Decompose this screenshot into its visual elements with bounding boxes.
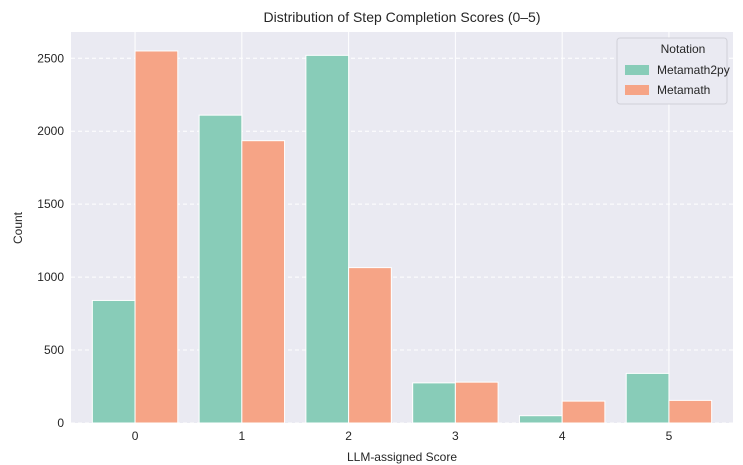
bar-metamath2py-5 [625,372,670,424]
chart-title: Distribution of Step Completion Scores (… [263,9,540,25]
x-tick-label: 2 [345,429,352,443]
bar-metamath-1 [241,140,286,424]
x-tick-label: 4 [559,429,566,443]
bars [91,50,713,424]
y-tick-label: 0 [57,416,64,430]
y-axis-title: Count [11,211,25,244]
bar-metamath2py-2 [305,54,350,424]
bar-metamath-3 [454,381,499,424]
bar-metamath2py-3 [412,382,456,424]
x-axis-title: LLM-assigned Score [347,450,457,464]
y-tick-label: 2500 [37,51,64,65]
x-tick-label: 3 [452,429,459,443]
bar-metamath-5 [668,399,713,424]
y-tick-label: 500 [44,343,64,357]
legend-swatch-metamath2py [625,65,649,75]
legend-label-metamath: Metamath [657,83,710,97]
legend-title: Notation [661,42,706,56]
x-tick-label: 0 [132,429,139,443]
y-tick-label: 2000 [37,124,64,138]
legend-swatch-metamath [625,85,649,95]
bar-metamath2py-4 [518,415,563,424]
y-tick-label: 1000 [37,270,64,284]
bar-metamath2py-1 [198,114,243,424]
y-tick-labels: 0 500 1000 1500 2000 2500 [37,51,64,430]
bar-metamath-2 [348,267,392,424]
bar-metamath2py-0 [91,299,136,424]
legend: Notation Metamath2py Metamath [616,37,730,105]
bar-metamath-4 [561,400,606,424]
x-tick-labels: 0 1 2 3 4 5 [132,429,673,443]
legend-label-metamath2py: Metamath2py [657,63,730,77]
x-tick-label: 5 [666,429,673,443]
bar-metamath-0 [134,50,179,424]
x-tick-label: 1 [238,429,245,443]
y-tick-label: 1500 [37,197,64,211]
